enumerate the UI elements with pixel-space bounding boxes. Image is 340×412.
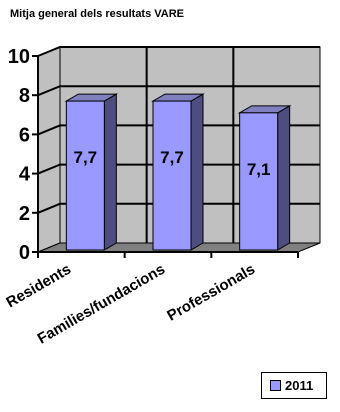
legend-label: 2011	[285, 378, 314, 393]
bar-side	[103, 93, 117, 251]
y-tick-label: 6	[19, 124, 30, 146]
gridlines	[37, 46, 320, 243]
category-label: Residents	[3, 261, 74, 312]
category-label: Professionals	[164, 261, 258, 325]
y-tick-label: 4	[19, 164, 31, 186]
side-wall	[37, 46, 61, 253]
y-tick-label: 10	[8, 46, 30, 68]
bar	[237, 104, 292, 251]
chart-title: Mitja general dels resultats VARE	[10, 8, 185, 20]
data-label: 7,7	[74, 148, 98, 167]
axes	[32, 55, 299, 258]
bar-front	[152, 100, 192, 251]
bar-side	[277, 104, 291, 251]
data-label: 7,1	[247, 160, 271, 179]
y-tick-label: 2	[19, 203, 30, 225]
y-tick-label: 0	[19, 242, 30, 264]
data-label: 7,7	[160, 148, 184, 167]
bar-front	[239, 112, 279, 251]
legend: 2011	[261, 372, 327, 399]
y-tick-label: 8	[19, 85, 30, 107]
bar	[64, 93, 119, 251]
bar	[151, 93, 205, 251]
bar-front	[65, 100, 105, 251]
bar-side	[190, 93, 204, 251]
legend-swatch	[270, 380, 281, 391]
bars	[64, 93, 292, 251]
